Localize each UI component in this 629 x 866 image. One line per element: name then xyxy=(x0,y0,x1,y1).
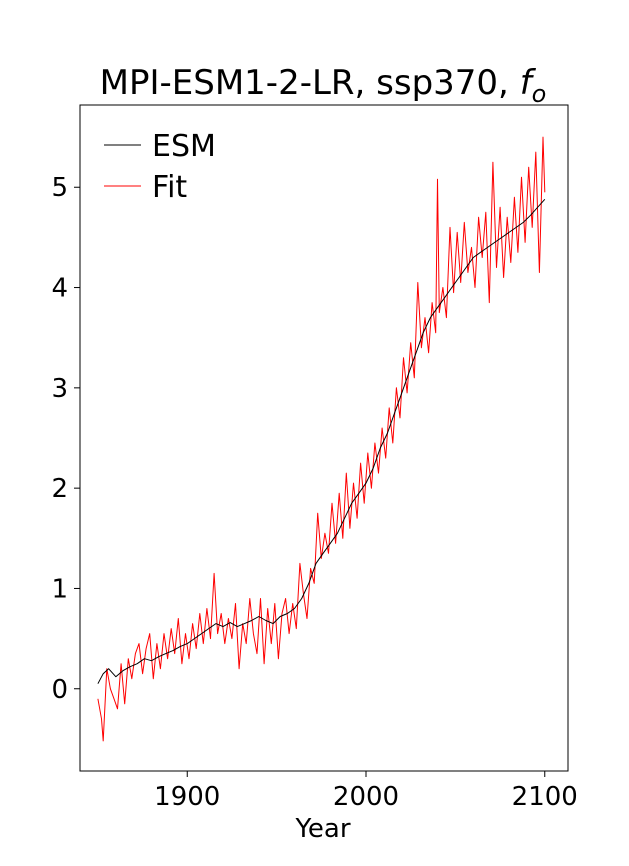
y-tick-label: 4 xyxy=(51,274,68,304)
y-tick-label: 1 xyxy=(51,574,68,604)
x-axis: 1900 2000 2100 xyxy=(154,771,578,812)
y-axis: 0 1 2 3 4 5 xyxy=(51,173,80,705)
x-tick-label: 2000 xyxy=(333,782,399,812)
y-tick-label: 5 xyxy=(51,173,68,203)
x-axis-label: Year xyxy=(294,814,350,844)
chart-title-subscript: o xyxy=(532,80,547,108)
y-tick-label: 2 xyxy=(51,474,68,504)
plot-frame xyxy=(79,104,569,772)
series-line-fit xyxy=(97,136,546,742)
series-line-esm xyxy=(97,198,546,684)
y-tick-label: 3 xyxy=(51,374,68,404)
y-tick-label: 0 xyxy=(51,675,68,705)
chart-title: MPI-ESM1-2-LR, ssp370, fo xyxy=(100,63,547,108)
legend-label-esm: ESM xyxy=(152,129,216,164)
legend: ESM Fit xyxy=(104,129,216,205)
legend-label-fit: Fit xyxy=(152,170,187,205)
x-tick-label: 1900 xyxy=(154,782,220,812)
series-layer xyxy=(97,136,546,742)
x-tick-label: 2100 xyxy=(512,782,578,812)
chart-title-text: MPI-ESM1-2-LR, ssp370, xyxy=(100,63,520,103)
